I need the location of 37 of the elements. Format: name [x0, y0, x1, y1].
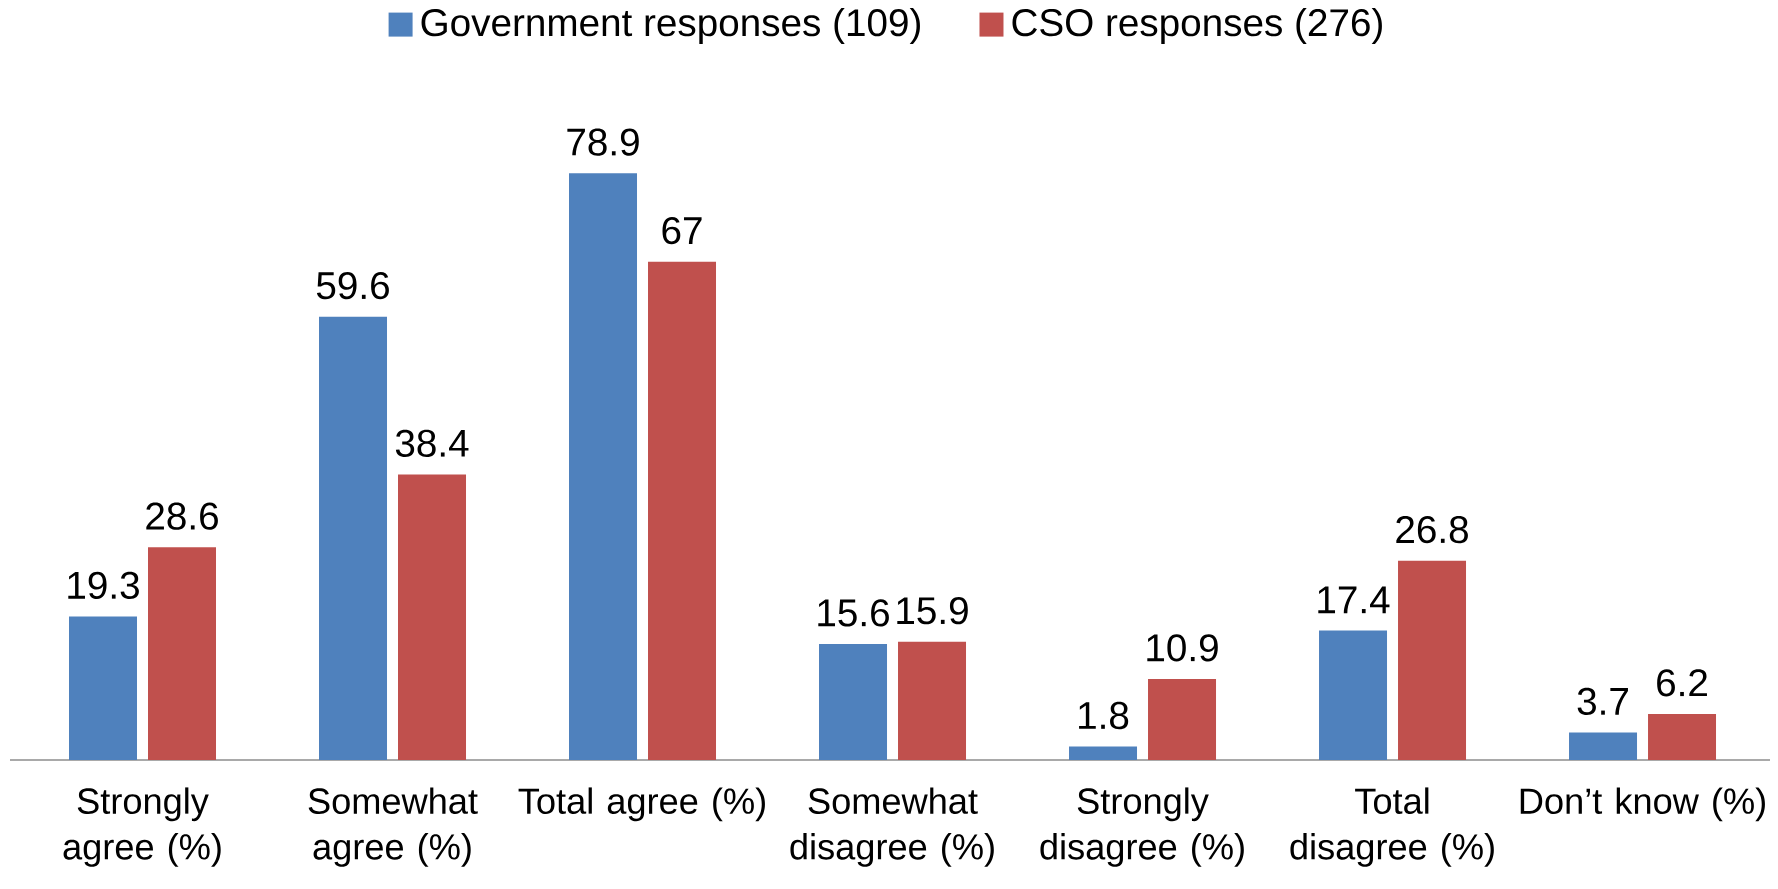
x-tick-label: Total agree (%)	[518, 787, 765, 822]
bar	[148, 547, 217, 760]
bar	[1069, 746, 1138, 760]
bar	[319, 316, 388, 760]
data-label: 10.9	[1147, 634, 1218, 662]
bar	[819, 643, 888, 760]
bar	[1148, 678, 1217, 760]
data-label: 6.2	[1657, 669, 1707, 697]
data-label: 15.6	[818, 599, 889, 627]
data-label: 26.8	[1396, 515, 1468, 544]
data-label: 59.6	[316, 271, 389, 300]
bar	[569, 173, 638, 760]
data-label: 67	[662, 216, 702, 245]
data-label: 15.9	[897, 596, 968, 625]
legend-label: Government responses (109)	[421, 7, 920, 44]
data-label: 78.9	[567, 128, 639, 156]
bar	[398, 474, 467, 760]
data-label: 38.4	[395, 429, 469, 457]
bar	[1319, 630, 1388, 760]
data-label: 1.8	[1079, 701, 1129, 730]
bar	[1648, 713, 1717, 760]
x-tick-label: Don’t know (%)	[1520, 787, 1765, 822]
bar	[1569, 732, 1638, 760]
bar	[69, 616, 137, 760]
x-tick-label: Somewhat disagree (%)	[790, 787, 994, 867]
x-tick-label: Total disagree (%)	[1290, 787, 1494, 867]
bar	[1398, 560, 1467, 760]
x-tick-label: Strongly disagree (%)	[1040, 787, 1244, 867]
data-label: 17.4	[1318, 586, 1390, 614]
data-label: 28.6	[146, 502, 218, 530]
data-label: 3.7	[1577, 687, 1628, 716]
legend-label: CSO responses (276)	[1012, 7, 1382, 44]
x-tick-label: Somewhat agree (%)	[308, 787, 478, 867]
data-label: 19.3	[68, 571, 139, 600]
x-tick-label: Strongly agree (%)	[63, 787, 221, 867]
bar	[898, 641, 967, 760]
bar	[648, 261, 717, 760]
